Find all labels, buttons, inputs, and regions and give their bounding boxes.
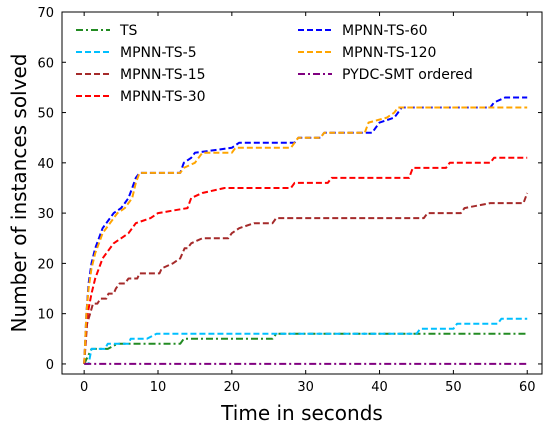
x-tick-label: 30 (297, 380, 314, 395)
series-line-mpnn-ts-30 (83, 156, 528, 364)
legend: TS MPNN-TS-5 MPNN-TS-15 MPNN-TS-30 MPNN-TS-6… (76, 23, 473, 105)
y-tick-label: 10 (37, 308, 54, 323)
series-line-mpnn-ts-15 (83, 192, 529, 364)
legend-label-mpnn-ts-15: MPNN-TS-15 (120, 67, 206, 83)
y-tick-label: 60 (37, 56, 54, 71)
x-axis-label: Time in seconds (220, 401, 383, 425)
legend-label-mpnn-ts-5: MPNN-TS-5 (120, 45, 197, 61)
series-line-ts (83, 332, 528, 365)
y-axis-label: Number of instances solved (7, 54, 31, 333)
y-tick-label: 70 (37, 6, 54, 21)
x-tick-label: 10 (150, 380, 167, 395)
y-tick-label: 20 (37, 257, 54, 272)
tick-marks (62, 11, 542, 374)
legend-label-mpnn-ts-120: MPNN-TS-120 (342, 45, 436, 61)
x-tick-label: 40 (371, 380, 388, 395)
series-line-mpnn-ts-120 (83, 106, 528, 364)
legend-label-pydc-smt-ordered: PYDC-SMT ordered (342, 67, 473, 83)
plot-area (61, 11, 543, 375)
x-tick-label: 50 (445, 380, 462, 395)
y-tick-label: 0 (46, 358, 54, 373)
y-tick-label: 30 (37, 207, 54, 222)
legend-label-ts: TS (119, 23, 138, 39)
y-tick-label: 40 (37, 157, 54, 172)
legend-label-mpnn-ts-60: MPNN-TS-60 (342, 23, 428, 39)
x-tick-label: 60 (519, 380, 536, 395)
y-tick-label: 50 (37, 107, 54, 122)
x-tick-label: 20 (224, 380, 241, 395)
series-line-mpnn-ts-60 (83, 96, 528, 364)
series-layer (83, 96, 529, 365)
series-line-mpnn-ts-5 (84, 317, 528, 365)
tick-labels: 0 10 20 30 40 50 60 0 10 20 30 40 50 60 70 (37, 6, 535, 395)
x-tick-label: 0 (80, 380, 88, 395)
legend-label-mpnn-ts-30: MPNN-TS-30 (120, 89, 206, 105)
